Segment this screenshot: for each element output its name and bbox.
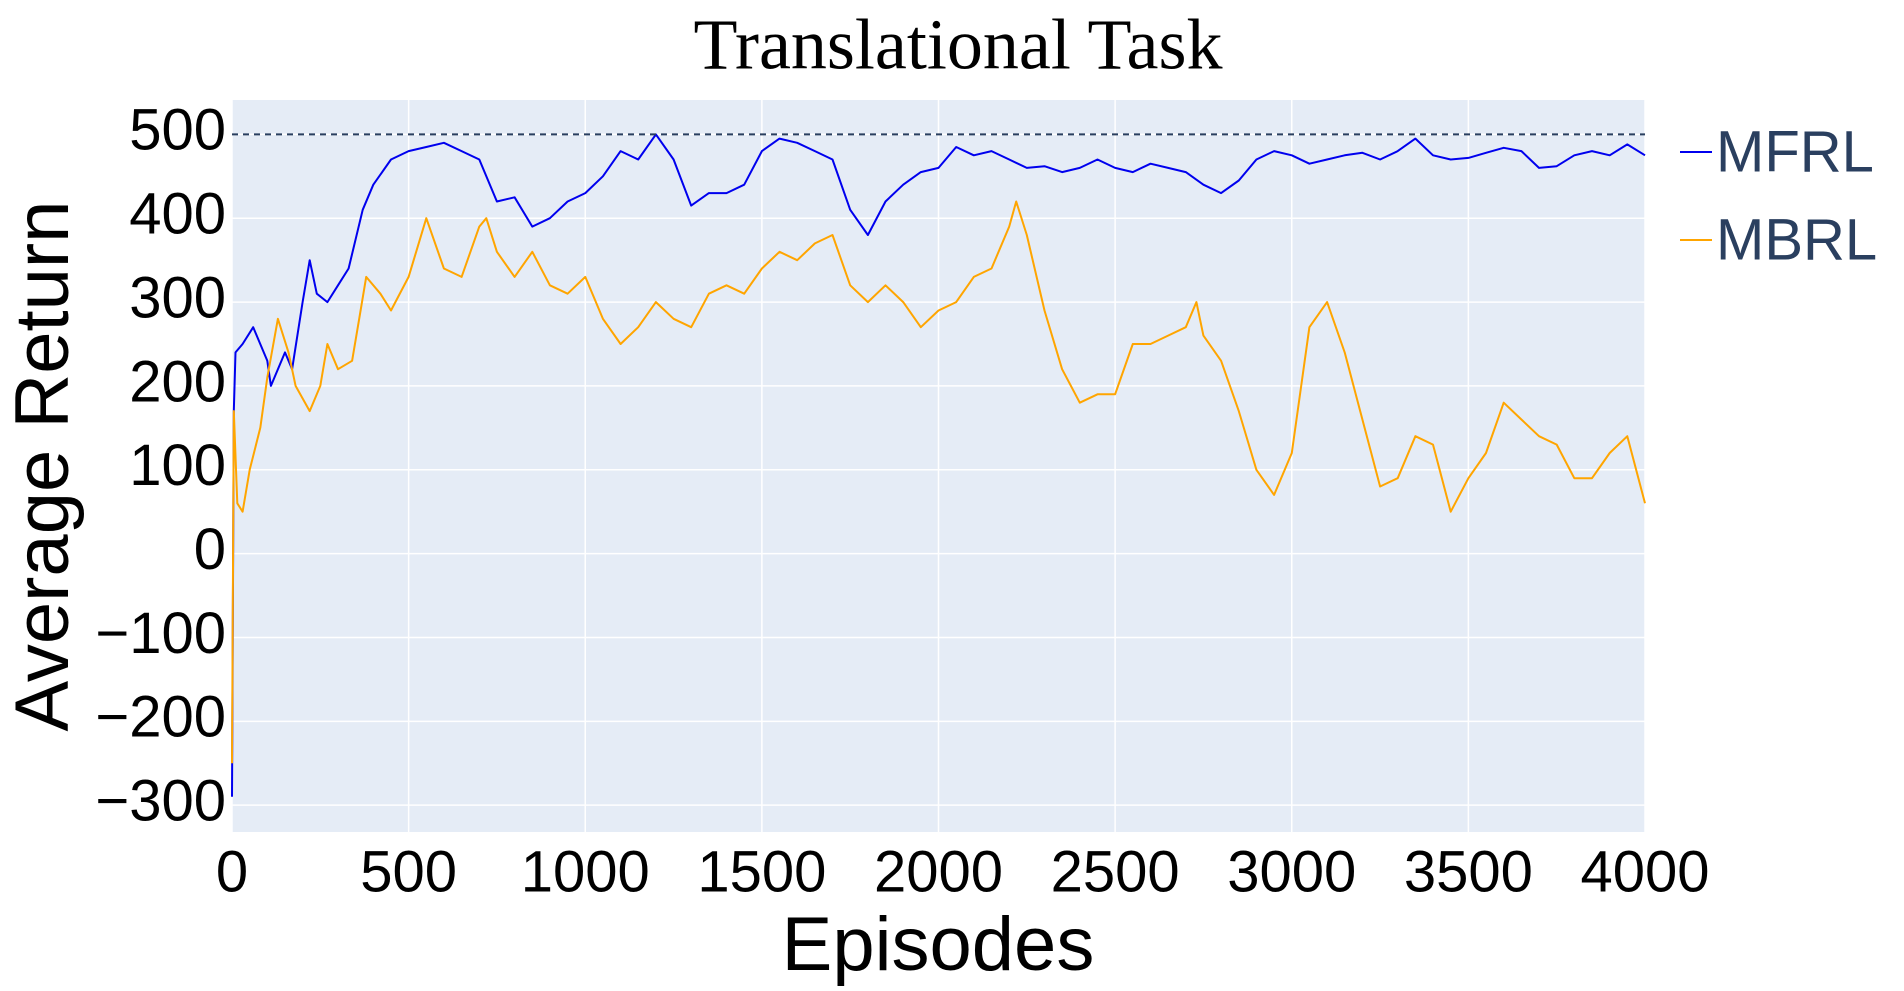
- y-tick-label: −200: [95, 685, 226, 750]
- legend-label: MFRL: [1716, 119, 1874, 184]
- x-tick-label: 2000: [874, 839, 1003, 904]
- legend-label: MBRL: [1716, 207, 1877, 272]
- y-tick-label: 500: [129, 98, 226, 163]
- y-tick-label: −300: [95, 768, 226, 833]
- series-line: [231, 200, 1646, 764]
- x-tick-label: 1500: [697, 839, 826, 904]
- x-tick-label: 3500: [1404, 839, 1533, 904]
- x-tick-label: 500: [360, 839, 457, 904]
- chart-title: Translational Task: [694, 5, 1223, 85]
- series-line: [231, 133, 1646, 797]
- y-tick-label: 200: [129, 349, 226, 414]
- y-axis-title: Average Return: [0, 201, 85, 732]
- x-tick-label: 3000: [1227, 839, 1356, 904]
- x-axis-title: Episodes: [782, 902, 1095, 987]
- y-tick-label: 400: [129, 182, 226, 247]
- x-tick-label: 0: [216, 839, 248, 904]
- x-tick-label: 1000: [521, 839, 650, 904]
- y-tick-label: 100: [129, 433, 226, 498]
- x-tick-label: 4000: [1580, 839, 1709, 904]
- x-tick-label: 2500: [1051, 839, 1180, 904]
- y-tick-label: −100: [95, 601, 226, 666]
- y-tick-label: 0: [194, 517, 226, 582]
- y-tick-label: 300: [129, 265, 226, 330]
